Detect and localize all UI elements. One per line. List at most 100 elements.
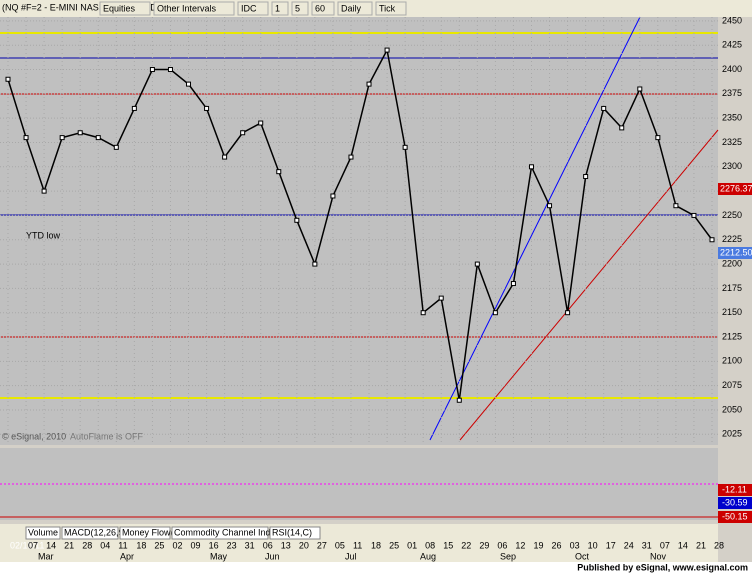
price-point bbox=[167, 67, 173, 73]
price-point bbox=[258, 120, 264, 126]
y-tick-label: 2225 bbox=[722, 234, 742, 244]
x-tick-label: 24 bbox=[624, 540, 634, 550]
x-tick-label: 08 bbox=[425, 540, 435, 550]
price-point bbox=[655, 135, 661, 141]
y-tick-label: 2250 bbox=[722, 210, 742, 220]
price-point bbox=[23, 135, 29, 141]
price-point bbox=[420, 310, 426, 316]
x-tick-label: 16 bbox=[209, 540, 219, 550]
toolbar-button[interactable] bbox=[99, 1, 151, 16]
price-point bbox=[186, 81, 192, 87]
price-point bbox=[384, 47, 390, 53]
macd-pane bbox=[0, 448, 718, 520]
tab[interactable] bbox=[119, 526, 171, 540]
x-tick-label: 31 bbox=[642, 540, 652, 550]
macd-tag-label: -50.15 bbox=[722, 511, 748, 521]
price-point bbox=[709, 237, 715, 243]
x-tick-label: 29 bbox=[479, 540, 489, 550]
price-point bbox=[492, 310, 498, 316]
x-tick-label: 18 bbox=[371, 540, 381, 550]
y-tick-label: 2300 bbox=[722, 161, 742, 171]
x-tick-label: 21 bbox=[64, 540, 74, 550]
x-tick-label: 26 bbox=[552, 540, 562, 550]
price-point bbox=[547, 203, 553, 209]
tab-label: Commodity Channel Index(23,C) bbox=[174, 527, 305, 537]
y-tick-label: 2175 bbox=[722, 283, 742, 293]
annotation: YTD low bbox=[26, 230, 61, 240]
price-point bbox=[5, 76, 11, 82]
toolbar-button[interactable] bbox=[311, 1, 335, 16]
y-tick-label: 2400 bbox=[722, 64, 742, 74]
price-point bbox=[474, 261, 480, 267]
tab[interactable] bbox=[171, 526, 269, 540]
price-point bbox=[510, 281, 516, 287]
annotation: AutoFlame is OFF bbox=[70, 431, 144, 441]
macd-tag-label: -12.11 bbox=[722, 484, 747, 494]
toolbar-button[interactable] bbox=[375, 1, 407, 16]
price-point bbox=[438, 295, 444, 301]
x-tick-label: 28 bbox=[714, 540, 724, 550]
price-point bbox=[330, 193, 336, 199]
tab-label: Volume bbox=[28, 527, 58, 537]
x-tick-label: 23 bbox=[227, 540, 237, 550]
x-tick-label: 28 bbox=[82, 540, 92, 550]
price-tag-label: 2276.37 bbox=[720, 183, 752, 193]
price-point bbox=[637, 86, 643, 92]
price-point bbox=[240, 130, 246, 136]
toolbar-button[interactable] bbox=[153, 1, 235, 16]
toolbar-button-label: 5 bbox=[295, 3, 300, 13]
month-label: Apr bbox=[120, 551, 134, 561]
y-tick-label: 2450 bbox=[722, 15, 742, 25]
trend-line bbox=[459, 129, 719, 441]
price-point bbox=[456, 397, 462, 403]
x-tick-label: 11 bbox=[118, 540, 127, 550]
toolbar-button-label: 60 bbox=[315, 3, 325, 13]
toolbar-button[interactable] bbox=[237, 1, 269, 16]
price-point bbox=[348, 154, 354, 160]
x-tick-label: 12 bbox=[515, 540, 525, 550]
tab[interactable] bbox=[269, 526, 321, 540]
toolbar-button[interactable] bbox=[271, 1, 289, 16]
month-label: Oct bbox=[575, 551, 590, 561]
y-tick-label: 2125 bbox=[722, 331, 742, 341]
toolbar-button-label: Daily bbox=[341, 3, 362, 13]
tab[interactable] bbox=[61, 526, 119, 540]
x-tick-label: 07 bbox=[660, 540, 670, 550]
x-tick-label: 11 bbox=[353, 540, 362, 550]
toolbar-button-label: 1 bbox=[275, 3, 280, 13]
y-tick-label: 2375 bbox=[722, 88, 742, 98]
x-tick-label: 25 bbox=[389, 540, 399, 550]
price-point bbox=[294, 217, 300, 223]
toolbar-button[interactable] bbox=[291, 1, 309, 16]
toolbar-button[interactable] bbox=[337, 1, 373, 16]
y-tick-label: 2200 bbox=[722, 258, 742, 268]
x-tick-label: 03 bbox=[570, 540, 580, 550]
price-point bbox=[402, 144, 408, 150]
month-label: Jul bbox=[345, 551, 357, 561]
price-point bbox=[312, 261, 318, 267]
month-label: Nov bbox=[650, 551, 667, 561]
x-tick-label: 19 bbox=[533, 540, 543, 550]
annotation: © eSignal, 2010 bbox=[2, 431, 66, 441]
tab-label: MACD(12,26,9,C) bbox=[64, 527, 136, 537]
y-tick-label: 2075 bbox=[722, 380, 742, 390]
price-tag-label: 2212.50 bbox=[720, 247, 752, 257]
price-point bbox=[366, 81, 372, 87]
month-label: Mar bbox=[38, 551, 54, 561]
x-tick-label: 14 bbox=[678, 540, 688, 550]
x-tick-label: 06 bbox=[497, 540, 507, 550]
price-point bbox=[222, 154, 228, 160]
y-tick-label: 2425 bbox=[722, 40, 742, 50]
toolbar-button-label: Equities bbox=[103, 3, 136, 13]
macd-tag bbox=[718, 497, 752, 509]
macd-tag-label: -30.59 bbox=[722, 497, 748, 507]
x-tick-label: 02/18/11 bbox=[10, 540, 44, 550]
price-point bbox=[204, 105, 210, 111]
tab-label: Money Flow(14) bbox=[122, 527, 187, 537]
price-pane bbox=[0, 17, 718, 445]
x-tick-label: 20 bbox=[299, 540, 309, 550]
y-tick-label: 2050 bbox=[722, 404, 742, 414]
x-tick-label: 14 bbox=[46, 540, 56, 550]
price-line bbox=[7, 47, 713, 401]
tab[interactable] bbox=[25, 526, 61, 540]
